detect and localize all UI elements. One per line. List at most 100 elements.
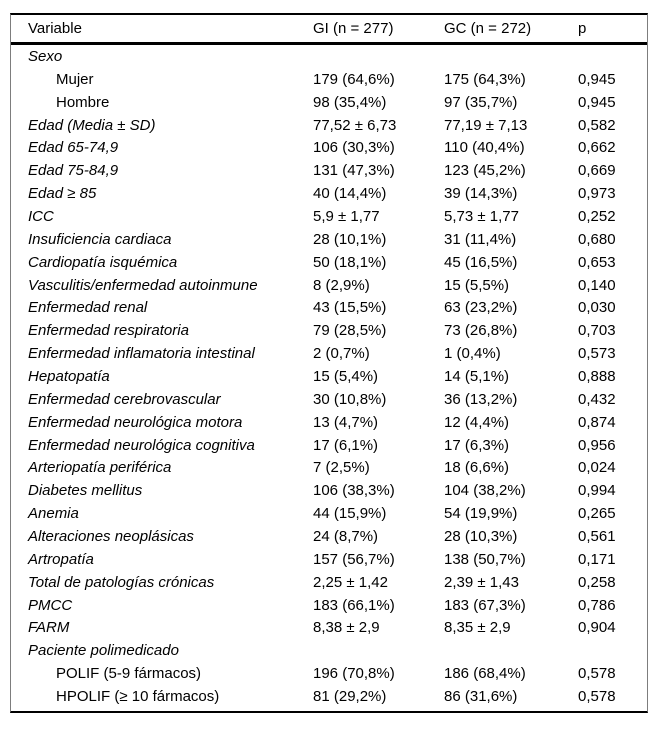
p-value: 0,888 (578, 367, 616, 385)
table-row: HPOLIF (≥ 10 fármacos) 81 (29,2%) 86 (31… (11, 685, 647, 708)
table-row: Arteriopatía periférica 7 (2,5%) 18 (6,6… (11, 456, 647, 479)
gc-value: 28 (10,3%) (444, 527, 518, 545)
gc-value: 45 (16,5%) (444, 253, 518, 271)
p-value: 0,024 (578, 459, 616, 477)
gc-value: 17 (6,3%) (444, 436, 510, 454)
p-value: 0,030 (578, 299, 616, 317)
table-row: Paciente polimedicado (11, 639, 647, 662)
gc-value: 1 (0,4%) (444, 345, 501, 363)
gc-value: 97 (35,7%) (444, 93, 518, 111)
variable-label: Enfermedad cerebrovascular (28, 390, 221, 408)
p-value: 0,874 (578, 413, 616, 431)
variable-label: Edad 65-74,9 (28, 139, 119, 157)
p-value: 0,578 (578, 687, 616, 705)
gc-value: 110 (40,4%) (444, 139, 525, 157)
gc-value: 12 (4,4%) (444, 413, 510, 431)
variable-label: Arteriopatía periférica (28, 459, 172, 477)
gc-value: 18 (6,6%) (444, 459, 510, 477)
variable-label: Alteraciones neoplásicas (28, 527, 194, 545)
gi-value: 44 (15,9%) (313, 505, 387, 523)
table-row: Enfermedad cerebrovascular 30 (10,8%) 36… (11, 388, 647, 411)
p-value: 0,140 (578, 276, 616, 294)
variable-label: Insuficiencia cardiaca (28, 230, 172, 248)
p-value: 0,703 (578, 322, 616, 340)
variable-label: Anemia (28, 505, 79, 523)
gi-value: 43 (15,5%) (313, 299, 387, 317)
table-row: Diabetes mellitus 106 (38,3%) 104 (38,2%… (11, 479, 647, 502)
gi-value: 28 (10,1%) (313, 230, 387, 248)
variable-label: Hombre (56, 93, 110, 111)
gi-value: 79 (28,5%) (313, 322, 387, 340)
gc-value: 2,39 ± 1,43 (444, 573, 519, 591)
variable-label: Enfermedad neurológica motora (28, 413, 243, 431)
variable-label: ICC (28, 207, 54, 225)
column-header-gc: GC (n = 272) (444, 20, 532, 37)
gi-value: 2 (0,7%) (313, 345, 370, 363)
variable-label: Artropatía (28, 550, 94, 568)
gi-value: 98 (35,4%) (313, 93, 387, 111)
p-value: 0,582 (578, 116, 616, 134)
p-value: 0,578 (578, 665, 616, 683)
gi-value: 131 (47,3%) (313, 162, 395, 180)
gc-value: 104 (38,2%) (444, 482, 526, 500)
gc-value: 175 (64,3%) (444, 70, 526, 88)
p-value: 0,904 (578, 619, 616, 637)
table-row: Hombre 98 (35,4%) 97 (35,7%) 0,945 (11, 91, 647, 114)
gi-value: 77,52 ± 6,73 (313, 116, 397, 134)
variable-label: Mujer (56, 70, 94, 88)
column-header-gi: GI (n = 277) (313, 20, 394, 37)
gi-value: 13 (4,7%) (313, 413, 379, 431)
table-row: Edad 75-84,9 131 (47,3%) 123 (45,2%) 0,6… (11, 159, 647, 182)
variable-label: Edad (Media ± SD) (28, 116, 156, 134)
variable-label: POLIF (5-9 fármacos) (56, 665, 202, 683)
gc-value: 39 (14,3%) (444, 185, 518, 203)
gc-value: 15 (5,5%) (444, 276, 510, 294)
variable-label: Enfermedad respiratoria (28, 322, 189, 340)
table-row: Alteraciones neoplásicas 24 (8,7%) 28 (1… (11, 525, 647, 548)
p-value: 0,432 (578, 390, 616, 408)
variable-label: Paciente polimedicado (28, 642, 179, 660)
variable-label: Edad ≥ 85 (28, 185, 97, 203)
gi-value: 179 (64,6%) (313, 70, 395, 88)
gc-value: 186 (68,4%) (444, 665, 526, 683)
p-value: 0,561 (578, 527, 616, 545)
gc-value: 73 (26,8%) (444, 322, 518, 340)
table-row: Enfermedad renal 43 (15,5%) 63 (23,2%) 0… (11, 296, 647, 319)
table-row: POLIF (5-9 fármacos) 196 (70,8%) 186 (68… (11, 662, 647, 685)
table-row: Anemia 44 (15,9%) 54 (19,9%) 0,265 (11, 502, 647, 525)
variable-label: FARM (28, 619, 70, 637)
variable-label: Diabetes mellitus (28, 482, 143, 500)
gc-value: 31 (11,4%) (444, 230, 517, 248)
p-value: 0,573 (578, 345, 616, 363)
gi-value: 50 (18,1%) (313, 253, 387, 271)
gi-value: 8 (2,9%) (313, 276, 370, 294)
table-row: Total de patologías crónicas 2,25 ± 1,42… (11, 571, 647, 594)
gi-value: 17 (6,1%) (313, 436, 379, 454)
table-row: Enfermedad respiratoria 79 (28,5%) 73 (2… (11, 319, 647, 342)
table-row: Enfermedad neurológica cognitiva 17 (6,1… (11, 434, 647, 457)
gc-value: 86 (31,6%) (444, 687, 518, 705)
gc-value: 54 (19,9%) (444, 505, 518, 523)
variable-label: Sexo (28, 47, 63, 65)
variable-label: Cardiopatía isquémica (28, 253, 178, 271)
p-value: 0,945 (578, 70, 616, 88)
gi-value: 196 (70,8%) (313, 665, 395, 683)
table-row: Edad 65-74,9 106 (30,3%) 110 (40,4%) 0,6… (11, 136, 647, 159)
table-row: PMCC 183 (66,1%) 183 (67,3%) 0,786 (11, 594, 647, 617)
gc-value: 138 (50,7%) (444, 550, 526, 568)
variable-label: Enfermedad renal (28, 299, 148, 317)
p-value: 0,945 (578, 93, 616, 111)
table-row: Hepatopatía 15 (5,4%) 14 (5,1%) 0,888 (11, 365, 647, 388)
gi-value: 40 (14,4%) (313, 185, 387, 203)
p-value: 0,680 (578, 230, 616, 248)
gi-value: 81 (29,2%) (313, 687, 387, 705)
variable-label: Enfermedad neurológica cognitiva (28, 436, 255, 454)
p-value: 0,258 (578, 573, 616, 591)
table-row: Edad ≥ 85 40 (14,4%) 39 (14,3%) 0,973 (11, 182, 647, 205)
table-body: Sexo Mujer 179 (64,6%) 175 (64,3%) 0,945… (11, 45, 647, 708)
table-row: Sexo (11, 45, 647, 68)
gi-value: 183 (66,1%) (313, 596, 395, 614)
gc-value: 123 (45,2%) (444, 162, 526, 180)
variable-label: PMCC (28, 596, 73, 614)
gi-value: 30 (10,8%) (313, 390, 387, 408)
